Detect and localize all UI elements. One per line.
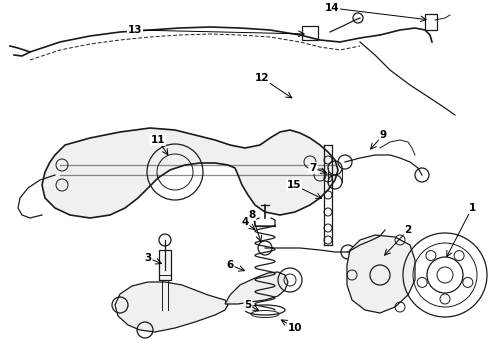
Polygon shape (42, 128, 338, 218)
Text: 4: 4 (241, 217, 249, 227)
Text: 12: 12 (255, 73, 269, 83)
Text: 5: 5 (245, 300, 252, 310)
FancyBboxPatch shape (302, 26, 318, 40)
Text: 8: 8 (248, 210, 256, 220)
Polygon shape (225, 272, 288, 304)
Text: 11: 11 (151, 135, 165, 145)
Text: 3: 3 (145, 253, 151, 263)
Text: 6: 6 (226, 260, 234, 270)
Text: 9: 9 (379, 130, 387, 140)
Text: 10: 10 (288, 323, 302, 333)
Text: 15: 15 (287, 180, 301, 190)
Text: 7: 7 (309, 163, 317, 173)
Polygon shape (115, 282, 228, 332)
Text: 13: 13 (128, 25, 142, 35)
Text: 1: 1 (468, 203, 476, 213)
Text: 2: 2 (404, 225, 412, 235)
FancyBboxPatch shape (425, 14, 437, 30)
Text: 14: 14 (325, 3, 339, 13)
FancyBboxPatch shape (159, 250, 171, 280)
Polygon shape (347, 235, 415, 313)
